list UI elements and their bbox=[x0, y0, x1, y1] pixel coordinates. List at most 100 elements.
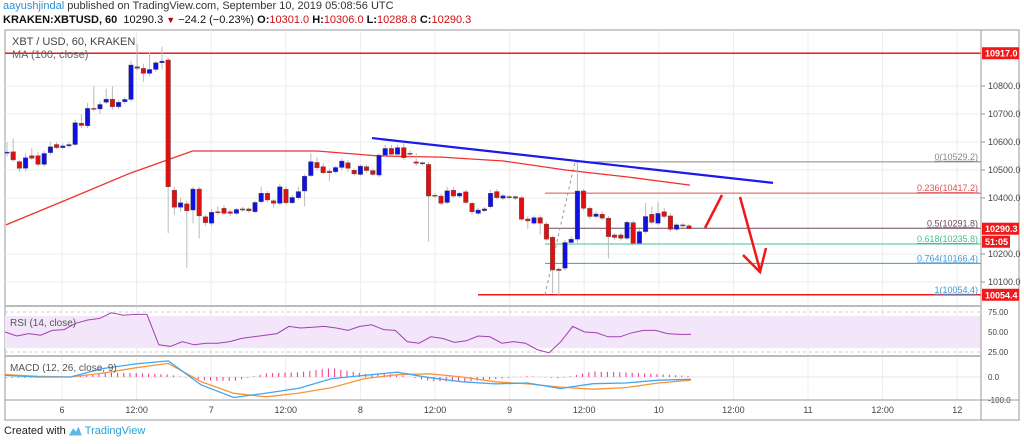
candle-body bbox=[661, 211, 667, 217]
candle-body bbox=[382, 148, 388, 156]
candle-body bbox=[667, 215, 673, 230]
candle-body bbox=[370, 170, 376, 175]
price-chart[interactable]: 6 12:00 7 12:00 8 12:00 9 12:00 10 12:00 11 12:00 12… bbox=[0, 0, 1024, 424]
candle-body bbox=[314, 162, 320, 168]
candle-body bbox=[54, 144, 60, 148]
candle bbox=[78, 114, 84, 128]
candle bbox=[171, 186, 177, 215]
candle bbox=[240, 206, 246, 212]
candle bbox=[184, 200, 190, 268]
candle bbox=[655, 202, 661, 225]
candle-body bbox=[469, 203, 475, 212]
fib-level-label: 0.764(10166.4) bbox=[917, 253, 978, 263]
candle-body bbox=[283, 189, 289, 203]
author-link[interactable]: aayushjindal bbox=[3, 0, 65, 12]
macd-line bbox=[4, 360, 692, 399]
candle-body bbox=[512, 196, 518, 199]
candle-body bbox=[202, 216, 208, 223]
macd-tick-label: 0.0 bbox=[988, 373, 1000, 382]
candle bbox=[159, 46, 165, 70]
candle bbox=[97, 101, 103, 114]
x-tick-label: 7 bbox=[209, 405, 214, 415]
low-line-price-badge: 10054.4 bbox=[985, 290, 1018, 300]
candle-body bbox=[240, 208, 246, 211]
candle-body bbox=[171, 189, 177, 208]
x-tick-label: 8 bbox=[358, 405, 363, 415]
candle-body bbox=[29, 155, 35, 159]
candle bbox=[91, 86, 97, 112]
candle bbox=[215, 206, 221, 215]
candle-body bbox=[97, 104, 103, 110]
candle bbox=[295, 186, 301, 200]
candle-body bbox=[568, 238, 574, 243]
candle-body bbox=[116, 102, 122, 107]
last-price: 10290.3 bbox=[123, 14, 164, 26]
bearish-trend-line bbox=[371, 136, 774, 184]
candle bbox=[376, 153, 382, 177]
candle bbox=[463, 189, 469, 205]
high-value: 10306.0 bbox=[323, 14, 364, 26]
candle bbox=[116, 100, 122, 109]
tradingview-logo-icon bbox=[68, 426, 82, 436]
candle-body bbox=[599, 214, 605, 219]
candle-body bbox=[41, 153, 47, 165]
high-line-price-badge-bg bbox=[982, 47, 1019, 60]
bar-countdown-badge: 51:05 bbox=[985, 237, 1008, 247]
candle bbox=[382, 144, 388, 157]
candle-body bbox=[457, 193, 463, 197]
candle bbox=[556, 267, 562, 295]
candle bbox=[190, 186, 196, 224]
tradingview-link[interactable]: TradingView bbox=[84, 425, 146, 437]
low-line-price-badge-bg bbox=[982, 288, 1019, 301]
low-value: 10288.8 bbox=[377, 14, 417, 26]
candle bbox=[320, 163, 326, 175]
candle-body bbox=[140, 68, 146, 74]
candle-body bbox=[550, 236, 556, 271]
candle-body bbox=[432, 194, 438, 197]
y-tick-label: 10200.0 bbox=[988, 249, 1021, 259]
candle-body bbox=[444, 190, 450, 203]
candle-body bbox=[680, 224, 686, 227]
candle bbox=[599, 211, 605, 221]
candle-body bbox=[357, 165, 363, 175]
candle bbox=[271, 199, 277, 208]
candle bbox=[339, 158, 345, 170]
candle bbox=[543, 221, 549, 241]
candle-body bbox=[339, 160, 345, 168]
candle-body bbox=[364, 166, 370, 171]
candle-body bbox=[128, 64, 134, 100]
ma100-line bbox=[5, 150, 691, 226]
candle-body bbox=[407, 152, 413, 155]
candle bbox=[680, 223, 686, 228]
candle bbox=[23, 153, 29, 172]
fib-level-label: 0.236(10417.2) bbox=[917, 183, 978, 193]
candle-body bbox=[16, 161, 22, 169]
candle bbox=[605, 216, 611, 259]
x-tick-label: 12 bbox=[952, 405, 962, 415]
candle bbox=[72, 119, 78, 147]
candle bbox=[153, 60, 159, 72]
candle-body bbox=[4, 151, 10, 154]
rsi-tick-label: 50.00 bbox=[988, 328, 1009, 337]
candle-body bbox=[308, 161, 314, 176]
candle-body bbox=[184, 203, 190, 212]
candle-body bbox=[47, 146, 53, 153]
candle-body bbox=[246, 208, 252, 212]
candle-body bbox=[419, 162, 425, 165]
candle-body bbox=[333, 167, 339, 172]
candle bbox=[264, 191, 270, 203]
candle-body bbox=[165, 59, 171, 187]
rsi-tick-label: 75.00 bbox=[988, 308, 1009, 317]
candle-body bbox=[227, 211, 233, 214]
candle-body bbox=[178, 202, 184, 208]
candle bbox=[624, 220, 630, 240]
symbol-info: KRAKEN:XBTUSD, 60 10290.3 ▼ −24.2 (−0.23… bbox=[3, 14, 471, 26]
candle bbox=[128, 60, 134, 102]
publish-info: aayushjindal published on TradingView.co… bbox=[3, 0, 394, 12]
candle-body bbox=[209, 212, 215, 224]
candle bbox=[581, 189, 587, 211]
candle bbox=[351, 168, 357, 176]
down-triangle-icon: ▼ bbox=[166, 15, 176, 25]
candle-body bbox=[289, 197, 295, 203]
candle bbox=[649, 206, 655, 225]
